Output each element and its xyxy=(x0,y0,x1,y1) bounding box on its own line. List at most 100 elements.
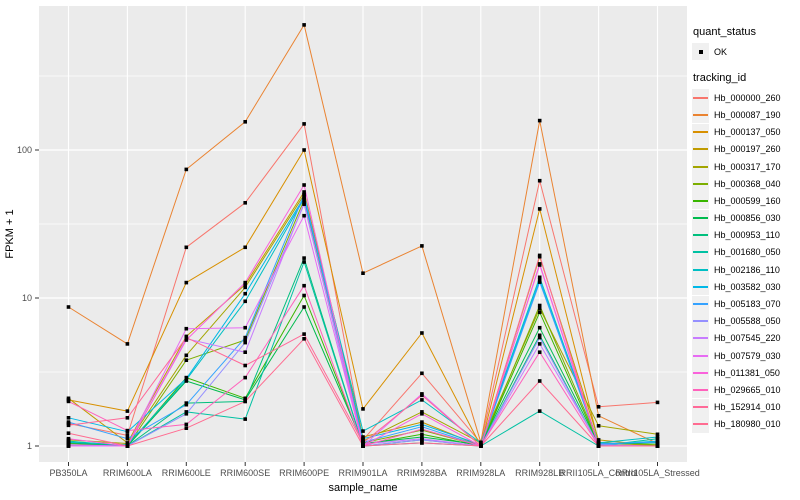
legend-key xyxy=(692,398,709,416)
data-point xyxy=(184,338,189,342)
data-point xyxy=(125,433,130,438)
x-tick-label: PB350LA xyxy=(49,468,87,478)
data-point xyxy=(66,444,71,448)
legend-line-swatch xyxy=(693,165,708,168)
x-tick-label: RRIM928BA xyxy=(397,468,447,478)
legend-label: Hb_000953_110 xyxy=(714,230,780,241)
legend-item: Hb_007545_220 xyxy=(692,329,800,347)
legend-key xyxy=(692,329,709,347)
legend-item: Hb_000137_050 xyxy=(692,123,800,141)
data-point xyxy=(302,260,306,264)
legend-key xyxy=(692,43,709,61)
data-point xyxy=(184,358,189,362)
legend-key xyxy=(692,209,709,227)
legend-key xyxy=(692,261,709,279)
legend-item: Hb_001680_050 xyxy=(692,243,800,261)
legend-line-swatch xyxy=(693,337,708,340)
data-point xyxy=(184,280,189,285)
data-point xyxy=(66,396,71,401)
data-point xyxy=(243,375,247,380)
legend-line-swatch xyxy=(693,406,708,409)
data-point xyxy=(361,407,365,411)
data-point xyxy=(125,342,130,346)
data-point xyxy=(66,305,71,309)
data-point xyxy=(184,376,189,381)
data-point xyxy=(537,409,542,413)
data-point xyxy=(243,325,247,330)
data-point xyxy=(243,291,247,296)
data-point xyxy=(125,428,130,433)
legend-key xyxy=(692,278,709,296)
legend-item: Hb_011381_050 xyxy=(692,364,800,382)
legend-label: Hb_005183_070 xyxy=(714,299,781,310)
data-point xyxy=(302,190,306,194)
data-point xyxy=(420,331,424,335)
legend-tracking-items: Hb_000000_260 Hb_000087_190 Hb_000137_050 H… xyxy=(692,89,800,433)
legend-line-swatch xyxy=(693,320,708,323)
data-point xyxy=(302,332,306,336)
x-tick-label: RRII105LA_Stressed xyxy=(615,468,700,478)
data-points xyxy=(66,23,660,448)
data-point xyxy=(302,213,306,218)
data-point xyxy=(66,440,71,445)
legend-line-swatch xyxy=(693,199,708,202)
data-point xyxy=(302,23,306,27)
y-axis-title: FPKM + 1 xyxy=(4,209,16,258)
legend-line-swatch xyxy=(693,268,708,271)
data-point xyxy=(596,424,601,428)
data-point xyxy=(420,371,424,376)
data-point xyxy=(420,412,424,416)
data-point xyxy=(596,405,601,409)
legend-label: Hb_000368_040 xyxy=(714,178,781,189)
legend-key xyxy=(692,347,709,365)
data-point xyxy=(184,167,189,172)
legend-key xyxy=(692,295,709,313)
x-tick-label: RRIM600SE xyxy=(220,468,270,478)
legend-label: Hb_000197_260 xyxy=(714,144,781,155)
legend-key xyxy=(692,175,709,193)
legend-label: Hb_002186_110 xyxy=(714,264,780,275)
legend-label: Hb_029665_010 xyxy=(714,384,781,395)
data-point xyxy=(243,120,247,124)
legend-line-swatch xyxy=(693,285,708,288)
data-point xyxy=(66,436,71,441)
legend-line-swatch xyxy=(693,182,708,185)
data-point xyxy=(243,285,247,290)
data-point xyxy=(537,263,542,267)
data-point xyxy=(184,353,189,358)
legend-label: Hb_000317_170 xyxy=(714,161,781,172)
data-point xyxy=(537,335,542,340)
legend-tracking-id: tracking_id Hb_000000_260 Hb_000087_190 Hb… xyxy=(692,72,800,433)
data-point xyxy=(420,410,424,414)
data-point xyxy=(596,438,601,442)
legend-item: Hb_000856_030 xyxy=(692,209,800,227)
data-point xyxy=(537,253,542,258)
data-point xyxy=(66,431,71,435)
data-point xyxy=(655,435,660,439)
data-point xyxy=(537,306,542,311)
data-point xyxy=(243,340,247,345)
data-point xyxy=(184,422,189,427)
legend-label: Hb_007545_220 xyxy=(714,333,781,344)
data-point xyxy=(420,427,424,431)
data-point xyxy=(184,335,189,340)
legend-label: Hb_000087_190 xyxy=(714,109,781,120)
data-point xyxy=(66,416,71,420)
data-point xyxy=(361,429,365,433)
legend-label: Hb_001680_050 xyxy=(714,247,781,258)
legend-item: Hb_000197_260 xyxy=(692,140,800,158)
data-point xyxy=(184,426,189,430)
legend-label: Hb_005588_050 xyxy=(714,316,781,327)
legend-line-swatch xyxy=(693,354,708,357)
data-point xyxy=(243,417,247,421)
data-point xyxy=(420,424,424,429)
data-point xyxy=(537,333,542,338)
data-point xyxy=(537,350,542,354)
data-point xyxy=(361,444,365,448)
data-point xyxy=(125,436,130,441)
legend-label: Hb_000000_260 xyxy=(714,92,781,103)
data-point xyxy=(537,207,542,211)
legend-item: Hb_003582_030 xyxy=(692,278,800,296)
data-point xyxy=(243,299,247,304)
